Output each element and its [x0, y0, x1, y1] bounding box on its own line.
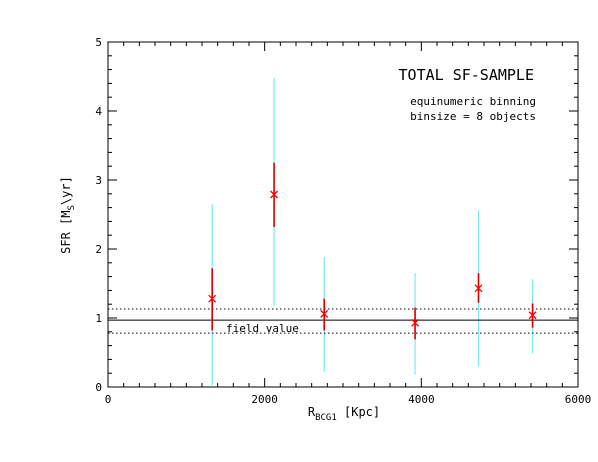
- y-axis-label-main: SFR [M: [59, 210, 73, 253]
- y-tick-label: 5: [95, 36, 102, 49]
- y-axis-label-sub: S: [67, 205, 77, 210]
- x-axis-label-main: R: [308, 405, 316, 419]
- marker-stroke: [320, 309, 329, 318]
- ticks: [107, 41, 579, 388]
- data-point-1: [270, 190, 279, 199]
- y-tick-label: 1: [95, 312, 102, 325]
- x-tick-label: 2000: [251, 393, 278, 406]
- y-tick-label: 4: [95, 105, 102, 118]
- marker-stroke: [411, 318, 420, 327]
- scatter-bars: [211, 77, 534, 386]
- x-axis-label-sub: BCG1: [315, 413, 337, 423]
- x-tick-label: 0: [105, 393, 112, 406]
- tick-labels: 0 2000 4000 6000 0 1 2 3 4 5: [95, 36, 591, 406]
- error-bars: [211, 162, 534, 340]
- data-point-5: [528, 311, 537, 320]
- data-point-4: [474, 284, 483, 293]
- annotation-binning: equinumeric binning: [410, 95, 536, 108]
- field-value-label: field value: [226, 322, 299, 335]
- y-tick-label: 3: [95, 174, 102, 187]
- x-axis-label-unit: [Kpc]: [337, 405, 380, 419]
- marker-stroke: [270, 190, 279, 199]
- data-point-3: [411, 318, 420, 327]
- y-tick-label: 2: [95, 243, 102, 256]
- marker-stroke: [208, 294, 217, 303]
- chart-title: TOTAL SF-SAMPLE: [399, 66, 534, 84]
- data-point-0: [208, 294, 217, 303]
- axes: [107, 41, 579, 388]
- y-tick-label: 0: [95, 381, 102, 394]
- marker-stroke: [474, 284, 483, 293]
- plot-frame: [107, 41, 579, 388]
- marker-stroke: [528, 311, 537, 320]
- field-value-lines: [108, 308, 578, 334]
- x-axis-label: RBCG1 [Kpc]: [308, 405, 380, 423]
- y-axis-label: SFR [MS\yr]: [59, 176, 77, 254]
- annotation-binsize: binsize = 8 objects: [410, 110, 536, 123]
- x-tick-label: 6000: [565, 393, 592, 406]
- x-tick-label: 4000: [408, 393, 435, 406]
- data-markers: [208, 190, 537, 327]
- data-point-2: [320, 309, 329, 318]
- y-axis-label-unit: \yr]: [59, 176, 73, 205]
